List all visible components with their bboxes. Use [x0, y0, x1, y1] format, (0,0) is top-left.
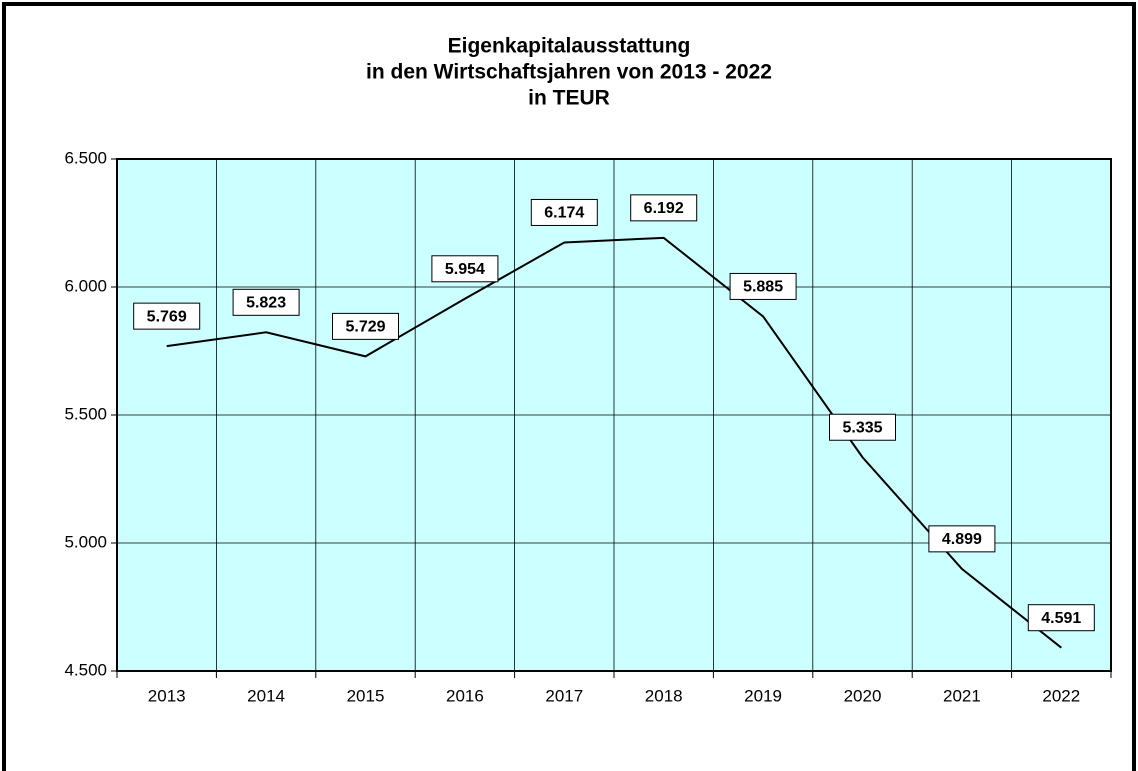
value-label-box	[729, 272, 797, 300]
x-tick-label: 2016	[446, 686, 484, 705]
plot-border	[116, 158, 1112, 672]
value-label-box	[630, 194, 698, 222]
x-tick-label: 2021	[943, 686, 981, 705]
value-label: 5.769	[147, 308, 187, 325]
value-label: 5.885	[743, 279, 783, 296]
y-tick-label: 4.500	[64, 660, 107, 679]
value-label-box	[431, 255, 499, 283]
x-tick-label: 2020	[844, 686, 882, 705]
value-label-box	[1027, 604, 1095, 632]
value-label-box	[829, 413, 896, 441]
value-label: 6.192	[644, 200, 684, 217]
x-tick-label: 2014	[247, 686, 285, 705]
y-tick-label: 6.500	[64, 148, 107, 167]
x-tick-label: 2013	[148, 686, 186, 705]
x-tick-label: 2019	[744, 686, 782, 705]
chart-title: Eigenkapitalausstattung	[448, 35, 691, 58]
value-label-box	[928, 525, 996, 553]
value-label: 5.823	[246, 295, 286, 312]
y-tick-label: 6.000	[64, 276, 107, 295]
value-label: 5.335	[842, 419, 882, 436]
x-tick-label: 2022	[1042, 686, 1080, 705]
value-label: 4.591	[1041, 610, 1081, 627]
chart-title: in TEUR	[528, 87, 610, 110]
x-tick-label: 2017	[545, 686, 583, 705]
value-label: 5.729	[345, 319, 385, 336]
value-label: 6.174	[544, 205, 584, 222]
value-label-box	[530, 198, 598, 226]
value-label-box	[133, 302, 201, 330]
x-tick-label: 2018	[645, 686, 683, 705]
line	[166, 236, 1062, 649]
x-tick-label: 2015	[347, 686, 385, 705]
value-label-box	[332, 312, 399, 340]
chart-title: in den Wirtschaftsjahren von 2013 - 2022	[366, 61, 772, 84]
y-tick-label: 5.000	[64, 532, 107, 551]
value-label: 5.954	[445, 261, 485, 278]
value-label: 4.899	[942, 531, 982, 548]
value-label-box	[232, 288, 300, 316]
y-tick-label: 5.500	[64, 404, 107, 423]
